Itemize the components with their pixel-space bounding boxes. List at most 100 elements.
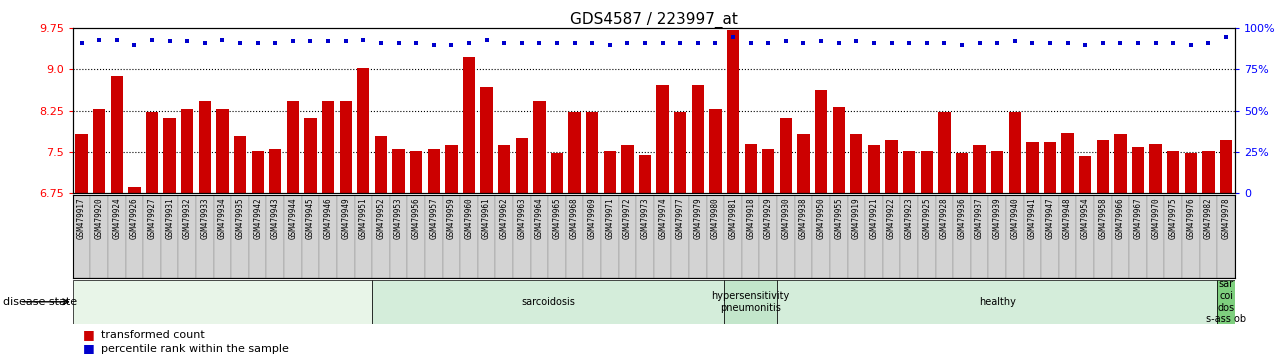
Text: GSM479980: GSM479980 (711, 197, 720, 239)
Bar (674, 112, 687, 193)
Bar (621, 145, 633, 193)
Text: GSM479973: GSM479973 (641, 197, 650, 239)
Text: GSM479953: GSM479953 (395, 197, 404, 239)
Bar (1183, 195, 1199, 278)
Text: GSM479982: GSM479982 (1204, 197, 1213, 239)
Bar (690, 195, 706, 278)
Text: healthy: healthy (978, 297, 1015, 307)
Bar (706, 195, 724, 278)
Bar (988, 195, 1006, 278)
Bar (760, 195, 778, 278)
Bar (830, 195, 848, 278)
Text: GSM479934: GSM479934 (218, 197, 227, 239)
Bar (1131, 147, 1144, 193)
Text: GSM479935: GSM479935 (235, 197, 245, 239)
Bar (973, 145, 986, 193)
Text: GSM479950: GSM479950 (816, 197, 826, 239)
Bar (372, 280, 724, 324)
Bar (287, 101, 299, 193)
Bar (921, 151, 933, 193)
Bar (480, 87, 493, 193)
Bar (955, 153, 968, 193)
Bar (815, 90, 827, 193)
Bar (797, 134, 810, 193)
Bar (143, 195, 161, 278)
Bar (586, 112, 599, 193)
Text: GSM479922: GSM479922 (888, 197, 896, 239)
Bar (1027, 142, 1038, 193)
Text: GSM479918: GSM479918 (746, 197, 755, 239)
Bar (868, 145, 880, 193)
Text: GSM479970: GSM479970 (1151, 197, 1160, 239)
Text: transformed count: transformed count (101, 330, 204, 339)
Bar (1094, 195, 1111, 278)
Bar (1129, 195, 1147, 278)
Bar (216, 109, 229, 193)
Bar (1147, 195, 1165, 278)
Bar (128, 188, 140, 193)
Text: GSM479963: GSM479963 (517, 197, 526, 239)
Bar (283, 195, 301, 278)
Text: GSM479972: GSM479972 (623, 197, 632, 239)
Text: GSM479917: GSM479917 (77, 197, 86, 239)
Bar (1009, 112, 1020, 193)
Bar (73, 195, 91, 278)
Text: GSM479939: GSM479939 (992, 197, 1001, 239)
Bar (1024, 195, 1041, 278)
Text: GSM479936: GSM479936 (958, 197, 967, 239)
Bar (213, 195, 231, 278)
Bar (1217, 280, 1235, 324)
Bar (744, 144, 757, 193)
Bar (146, 112, 158, 193)
Bar (337, 195, 355, 278)
Bar (1006, 195, 1024, 278)
Text: GSM479956: GSM479956 (411, 197, 420, 239)
Bar (1041, 195, 1059, 278)
Bar (780, 118, 792, 193)
Text: GSM479921: GSM479921 (870, 197, 879, 239)
Text: GSM479929: GSM479929 (764, 197, 773, 239)
Bar (638, 154, 651, 193)
Bar (1111, 195, 1129, 278)
Text: GSM479962: GSM479962 (499, 197, 508, 239)
Bar (654, 195, 672, 278)
Bar (231, 195, 249, 278)
Text: hypersensitivity
pneumonitis: hypersensitivity pneumonitis (711, 291, 789, 313)
Text: GSM479952: GSM479952 (377, 197, 386, 239)
Bar (656, 85, 669, 193)
Bar (340, 101, 352, 193)
Bar (1165, 195, 1183, 278)
Bar (1061, 133, 1074, 193)
Bar (724, 280, 778, 324)
Text: GSM479965: GSM479965 (553, 197, 562, 239)
Bar (75, 134, 88, 193)
Bar (548, 195, 566, 278)
Bar (428, 149, 439, 193)
Bar (301, 195, 319, 278)
Bar (812, 195, 830, 278)
Bar (372, 195, 389, 278)
Bar (495, 195, 513, 278)
Bar (199, 101, 211, 193)
Bar (269, 149, 281, 193)
Bar (727, 30, 739, 193)
Bar (918, 195, 936, 278)
Text: ■: ■ (83, 328, 94, 341)
Bar (443, 195, 460, 278)
Bar (358, 68, 369, 193)
Text: GSM479979: GSM479979 (693, 197, 702, 239)
Title: GDS4587 / 223997_at: GDS4587 / 223997_at (570, 12, 738, 28)
Bar (672, 195, 690, 278)
Bar (534, 101, 545, 193)
Bar (865, 195, 882, 278)
Text: GSM479946: GSM479946 (323, 197, 332, 239)
Text: GSM479954: GSM479954 (1080, 197, 1089, 239)
Bar (252, 151, 264, 193)
Bar (355, 195, 372, 278)
Bar (936, 195, 953, 278)
Bar (161, 195, 179, 278)
Bar (566, 195, 584, 278)
Bar (903, 151, 916, 193)
Text: GSM479938: GSM479938 (799, 197, 808, 239)
Text: GSM479951: GSM479951 (359, 197, 368, 239)
